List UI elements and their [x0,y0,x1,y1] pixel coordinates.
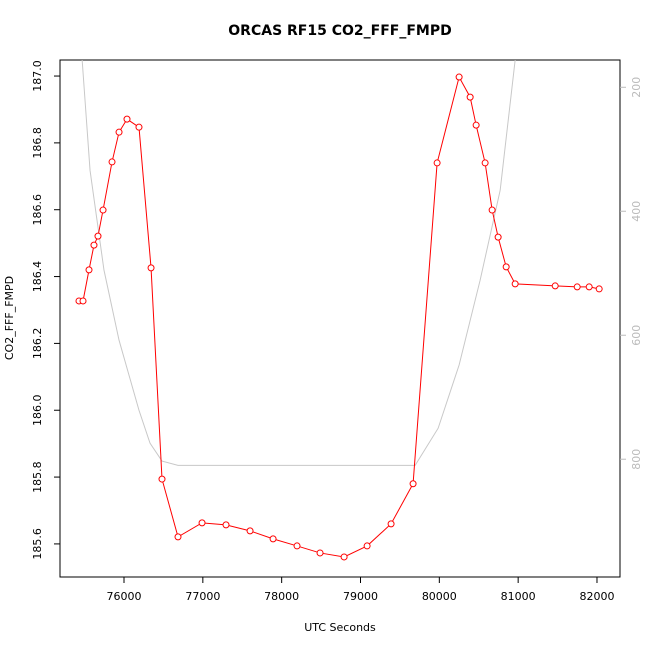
point [269,535,277,543]
plot-box [59,59,621,578]
y-tick-label: 186.8 [31,127,44,159]
x-tick-label: 81000 [501,590,536,603]
point [174,533,182,541]
point [316,549,324,557]
y-tick-label: 186.6 [31,194,44,226]
x-tick-label: 80000 [422,590,457,603]
point [293,542,301,550]
series-line [78,75,600,558]
point [222,521,230,529]
point [595,285,603,293]
point [472,121,480,129]
x-tick-label: 78000 [264,590,299,603]
point [94,232,102,240]
x-tick-label: 82000 [579,590,614,603]
point [115,128,123,136]
point [135,123,143,131]
point [551,282,559,290]
y-tick-label: 185.6 [31,528,44,560]
y-tick-label: 186.4 [31,261,44,293]
point [198,519,206,527]
point [502,263,510,271]
y-tick-label: 186.2 [31,328,44,360]
x-axis-label: UTC Seconds [304,621,376,634]
y2-tick-label: 200 [630,77,643,98]
plot-area [75,60,603,561]
y-tick-label: 186.0 [31,394,44,426]
point [585,283,593,291]
point [123,115,131,123]
y-tick-label: 185.8 [31,461,44,493]
point [573,283,581,291]
point [511,280,519,288]
x-tick-label: 77000 [185,590,220,603]
point [363,542,371,550]
point [409,480,417,488]
chart-title: ORCAS RF15 CO2_FFF_FMPD [228,23,451,39]
x-tick-label: 76000 [107,590,142,603]
point [99,206,107,214]
point [387,520,395,528]
y-tick-label: 187.0 [31,60,44,92]
point [340,553,348,561]
x-tick-label: 79000 [343,590,378,603]
point [147,264,155,272]
point [108,158,116,166]
point [455,73,463,81]
point [85,266,93,274]
series-line [81,60,516,466]
point [246,527,254,535]
y-axis-label: CO2_FFF_FMPD [3,276,16,360]
point [481,159,489,167]
y2-tick-label: 800 [630,449,643,470]
y2-tick-label: 400 [630,201,643,222]
point [488,206,496,214]
y2-tick-label: 600 [630,325,643,346]
point [90,241,98,249]
point [158,475,166,483]
point [433,159,441,167]
point [494,233,502,241]
point [466,93,474,101]
point [79,297,87,305]
